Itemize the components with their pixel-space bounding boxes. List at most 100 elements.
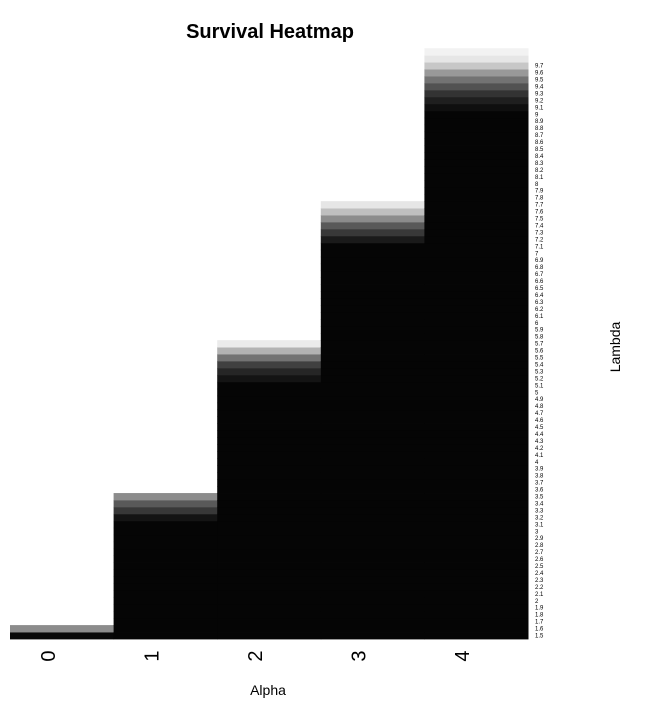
heatmap-cell-alpha-1-lambda-1.5 xyxy=(113,632,218,640)
heatmap-cell-alpha-3-lambda-6.4 xyxy=(320,291,425,299)
x-tick-label: 2 xyxy=(245,650,267,661)
heatmap-cell-alpha-2-lambda-2 xyxy=(217,597,322,605)
heatmap-cell-alpha-4-lambda-8.6 xyxy=(424,138,529,146)
heatmap-cell-alpha-3-lambda-5.4 xyxy=(320,361,425,369)
heatmap-cell-alpha-2-lambda-4.8 xyxy=(217,402,322,411)
y-tick-label: 4 xyxy=(535,460,539,466)
y-tick-label: 5.3 xyxy=(535,369,544,375)
y-tick-label: 9.6 xyxy=(535,71,544,77)
heatmap-cell-alpha-3-lambda-4.6 xyxy=(320,416,425,424)
heatmap-cell-alpha-3-lambda-7 xyxy=(320,249,425,258)
y-tick-label: 3.5 xyxy=(535,495,544,501)
y-tick-label: 9.7 xyxy=(535,64,544,70)
heatmap-cell-alpha-2-lambda-4.9 xyxy=(217,395,322,404)
heatmap-cell-alpha-4-lambda-1.5 xyxy=(424,632,529,640)
y-tick-label: 3.6 xyxy=(535,488,544,494)
y-tick-label: 1.8 xyxy=(535,613,544,619)
heatmap-cell-alpha-3-lambda-4.2 xyxy=(320,444,425,452)
heatmap-cell-alpha-4-lambda-3.9 xyxy=(424,465,529,473)
heatmap-cell-alpha-1-lambda-1.8 xyxy=(113,611,218,619)
y-tick-label: 8.2 xyxy=(535,168,544,174)
heatmap-cell-alpha-2-lambda-5.3 xyxy=(217,367,322,376)
heatmap-cell-alpha-3-lambda-3.3 xyxy=(320,506,425,515)
heatmap-cell-alpha-3-lambda-1.5 xyxy=(320,632,425,640)
x-axis-ticks: 0 1 2 3 4 xyxy=(38,650,474,661)
y-tick-label: 8.8 xyxy=(535,126,544,132)
heatmap-cell-alpha-4-lambda-7.4 xyxy=(424,222,529,230)
heatmap-cell-alpha-4-lambda-2.9 xyxy=(424,534,529,543)
heatmap-cell-alpha-3-lambda-5.2 xyxy=(320,374,425,383)
heatmap-cell-alpha-3-lambda-6.1 xyxy=(320,312,425,320)
y-tick-label: 8 xyxy=(535,182,539,188)
heatmap-cell-alpha-4-lambda-9.2 xyxy=(424,96,529,105)
heatmap-cell-alpha-4-lambda-6.4 xyxy=(424,291,529,299)
heatmap-cell-alpha-3-lambda-2.6 xyxy=(320,555,425,563)
heatmap-cell-alpha-4-lambda-2.2 xyxy=(424,583,529,591)
y-tick-label: 5.9 xyxy=(535,328,544,334)
heatmap-cell-alpha-4-lambda-5.1 xyxy=(424,381,529,390)
heatmap-cell-alpha-4-lambda-2.5 xyxy=(424,562,529,570)
y-tick-label: 1.6 xyxy=(535,627,544,633)
y-tick-label: 2.4 xyxy=(535,571,544,577)
y-tick-label: 8.4 xyxy=(535,154,544,160)
heatmap-cell-alpha-3-lambda-2.2 xyxy=(320,583,425,591)
heatmap-cell-alpha-2-lambda-5.1 xyxy=(217,381,322,390)
y-tick-label: 7.4 xyxy=(535,223,544,229)
y-tick-label: 3.9 xyxy=(535,467,544,473)
y-tick-label: 5.4 xyxy=(535,362,544,368)
heatmap-cell-alpha-3-lambda-1.8 xyxy=(320,611,425,619)
heatmap-cell-alpha-2-lambda-3.3 xyxy=(217,506,322,515)
heatmap-cell-alpha-4-lambda-3.1 xyxy=(424,520,529,529)
heatmap-cell-alpha-2-lambda-5 xyxy=(217,388,322,397)
heatmap-cell-alpha-4-lambda-6.6 xyxy=(424,277,529,285)
heatmap-cell-alpha-2-lambda-2.4 xyxy=(217,569,322,577)
heatmap-cell-alpha-4-lambda-9.3 xyxy=(424,89,529,98)
y-tick-label: 3 xyxy=(535,529,539,535)
y-tick-label: 4.1 xyxy=(535,453,544,459)
heatmap-cell-alpha-2-lambda-5.2 xyxy=(217,374,322,383)
heatmap-cell-alpha-1-lambda-2 xyxy=(113,597,218,605)
heatmap-cell-alpha-4-lambda-1.8 xyxy=(424,611,529,619)
y-tick-label: 9 xyxy=(535,112,539,118)
y-tick-label: 4.3 xyxy=(535,439,544,445)
y-tick-label: 5.8 xyxy=(535,335,544,341)
heatmap-cell-alpha-2-lambda-3.4 xyxy=(217,500,322,508)
heatmap-cell-alpha-4-lambda-9 xyxy=(424,110,529,119)
heatmap-cell-alpha-1-lambda-2.6 xyxy=(113,555,218,563)
y-tick-label: 9.2 xyxy=(535,98,544,104)
heatmap-cell-alpha-1-lambda-2.9 xyxy=(113,534,218,543)
heatmap-cell-alpha-4-lambda-7.6 xyxy=(424,208,529,216)
heatmap-cell-alpha-2-lambda-5.6 xyxy=(217,347,322,355)
y-tick-label: 2.7 xyxy=(535,550,544,556)
heatmap-cell-alpha-4-lambda-3.3 xyxy=(424,506,529,515)
heatmap-cell-alpha-1-lambda-1.9 xyxy=(113,604,218,612)
heatmap-cell-alpha-4-lambda-4.1 xyxy=(424,451,529,459)
heatmap-cell-alpha-4-lambda-2 xyxy=(424,597,529,605)
y-tick-label: 8.3 xyxy=(535,161,544,167)
heatmap-cell-alpha-1-lambda-2.1 xyxy=(113,590,218,598)
heatmap-cell-alpha-2-lambda-3.6 xyxy=(217,486,322,494)
heatmap-cell-alpha-3-lambda-5.9 xyxy=(320,326,425,334)
heatmap-cell-alpha-2-lambda-4.7 xyxy=(217,409,322,417)
heatmap-cell-alpha-4-lambda-4.9 xyxy=(424,395,529,404)
heatmap-cell-alpha-4-lambda-4.2 xyxy=(424,444,529,452)
heatmap-cell-alpha-3-lambda-6.7 xyxy=(320,270,425,278)
heatmap-cell-alpha-3-lambda-4.4 xyxy=(320,430,425,438)
y-tick-label: 6 xyxy=(535,321,539,327)
heatmap-cell-alpha-3-lambda-4 xyxy=(320,458,425,466)
heatmap-cell-alpha-3-lambda-2.8 xyxy=(320,541,425,550)
heatmap-cell-alpha-4-lambda-5.9 xyxy=(424,326,529,334)
heatmap-cell-alpha-4-lambda-7 xyxy=(424,249,529,258)
heatmap-cell-alpha-3-lambda-6 xyxy=(320,319,425,327)
chart-title: Survival Heatmap xyxy=(186,21,354,43)
heatmap-cell-alpha-2-lambda-2.3 xyxy=(217,576,322,584)
heatmap-cell-alpha-1-lambda-2.8 xyxy=(113,541,218,550)
heatmap-cell-alpha-1-lambda-2.4 xyxy=(113,569,218,577)
heatmap-cell-alpha-4-lambda-6 xyxy=(424,319,529,327)
y-tick-label: 2.9 xyxy=(535,536,544,542)
heatmap-cell-alpha-4-lambda-8 xyxy=(424,180,529,188)
heatmap-cell-alpha-4-lambda-1.9 xyxy=(424,604,529,612)
y-tick-label: 1.7 xyxy=(535,620,544,626)
heatmap-cell-alpha-3-lambda-4.5 xyxy=(320,423,425,431)
